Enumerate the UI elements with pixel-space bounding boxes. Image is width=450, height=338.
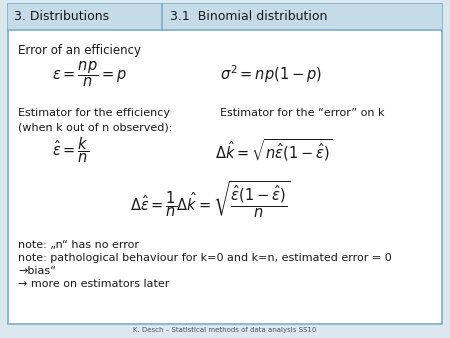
Bar: [8, 4, 442, 30]
Text: $\Delta\hat{\varepsilon} = \dfrac{1}{n}\Delta\hat{k} = \sqrt{\dfrac{\hat{\vareps: $\Delta\hat{\varepsilon} = \dfrac{1}{n}\…: [130, 179, 291, 220]
Text: $\sigma^{2} = np(1-p)$: $\sigma^{2} = np(1-p)$: [220, 63, 322, 85]
Text: K. Desch – Statistical methods of data analysis SS10: K. Desch – Statistical methods of data a…: [133, 327, 317, 333]
Text: Estimator for the “error” on k: Estimator for the “error” on k: [220, 108, 384, 118]
Text: $\varepsilon = \dfrac{np}{n} = p$: $\varepsilon = \dfrac{np}{n} = p$: [52, 59, 127, 89]
Text: 3.1  Binomial distribution: 3.1 Binomial distribution: [170, 10, 328, 24]
Text: $\hat{\varepsilon} = \dfrac{k}{n}$: $\hat{\varepsilon} = \dfrac{k}{n}$: [52, 135, 89, 165]
Text: → more on estimators later: → more on estimators later: [18, 279, 169, 289]
Text: 3. Distributions: 3. Distributions: [14, 10, 109, 24]
Text: note: pathological behaviour for k=0 and k=n, estimated error = 0: note: pathological behaviour for k=0 and…: [18, 253, 392, 263]
Text: Error of an efficiency: Error of an efficiency: [18, 44, 141, 57]
Text: $\Delta\hat{k} = \sqrt{n\hat{\varepsilon}(1-\hat{\varepsilon})}$: $\Delta\hat{k} = \sqrt{n\hat{\varepsilon…: [215, 137, 333, 163]
Text: →bias“: →bias“: [18, 266, 56, 276]
Text: note: „n“ has no error: note: „n“ has no error: [18, 240, 139, 250]
Text: Estimator for the efficiency
(when k out of n observed):: Estimator for the efficiency (when k out…: [18, 108, 172, 132]
